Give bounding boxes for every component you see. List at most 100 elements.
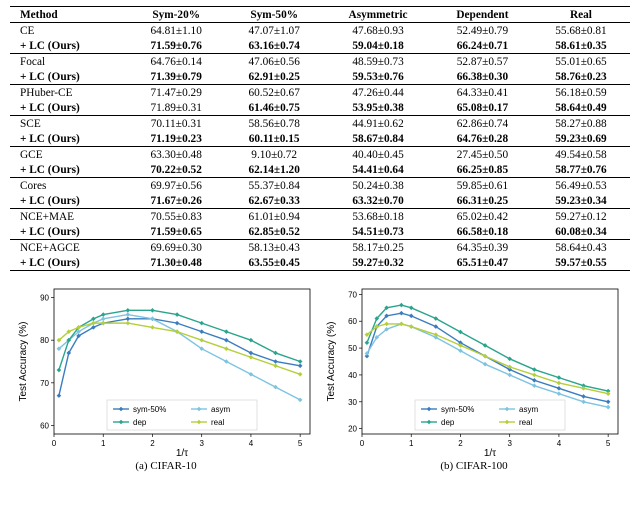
- figure-a: 012345607080901/τTest Accuracy (%)sym-50…: [16, 283, 316, 472]
- method-cell: + LC (Ours): [10, 69, 127, 85]
- value-cell: 40.40±0.45: [323, 147, 433, 163]
- method-cell: + LC (Ours): [10, 193, 127, 209]
- value-cell: 56.49±0.53: [532, 178, 630, 194]
- value-cell: 71.47±0.29: [127, 85, 225, 101]
- method-cell: + LC (Ours): [10, 162, 127, 178]
- svg-text:3: 3: [507, 439, 512, 448]
- chart-a: 012345607080901/τTest Accuracy (%)sym-50…: [16, 283, 316, 458]
- svg-text:30: 30: [348, 398, 357, 407]
- method-cell: PHuber-CE: [10, 85, 127, 101]
- value-cell: 66.58±0.18: [433, 224, 532, 240]
- method-cell: + LC (Ours): [10, 38, 127, 54]
- value-cell: 58.13±0.43: [225, 240, 323, 256]
- value-cell: 66.38±0.30: [433, 69, 532, 85]
- value-cell: 66.24±0.71: [433, 38, 532, 54]
- svg-text:70: 70: [348, 290, 357, 299]
- method-cell: NCE+MAE: [10, 209, 127, 225]
- method-cell: CE: [10, 23, 127, 39]
- results-table: Method Sym-20% Sym-50% Asymmetric Depend…: [10, 6, 630, 271]
- value-cell: 50.24±0.38: [323, 178, 433, 194]
- svg-text:Test Accuracy (%): Test Accuracy (%): [326, 321, 337, 401]
- col-sym20: Sym-20%: [127, 7, 225, 23]
- value-cell: 59.23±0.69: [532, 131, 630, 147]
- value-cell: 58.67±0.84: [323, 131, 433, 147]
- value-cell: 60.08±0.34: [532, 224, 630, 240]
- value-cell: 60.52±0.67: [225, 85, 323, 101]
- svg-text:4: 4: [249, 439, 254, 448]
- value-cell: 58.64±0.49: [532, 100, 630, 116]
- svg-text:0: 0: [52, 439, 57, 448]
- value-cell: 52.87±0.57: [433, 54, 532, 70]
- col-real: Real: [532, 7, 630, 23]
- value-cell: 59.23±0.34: [532, 193, 630, 209]
- value-cell: 49.54±0.58: [532, 147, 630, 163]
- value-cell: 55.01±0.65: [532, 54, 630, 70]
- value-cell: 59.04±0.18: [323, 38, 433, 54]
- value-cell: 59.85±0.61: [433, 178, 532, 194]
- svg-text:1/τ: 1/τ: [484, 448, 496, 458]
- caption-a: (a) CIFAR-10: [135, 460, 196, 472]
- value-cell: 64.81±1.10: [127, 23, 225, 39]
- svg-text:Test Accuracy (%): Test Accuracy (%): [18, 321, 29, 401]
- method-cell: + LC (Ours): [10, 100, 127, 116]
- method-cell: GCE: [10, 147, 127, 163]
- value-cell: 58.64±0.43: [532, 240, 630, 256]
- value-cell: 71.59±0.65: [127, 224, 225, 240]
- chart-b: 0123452030405060701/τTest Accuracy (%)sy…: [324, 283, 624, 458]
- value-cell: 58.56±0.78: [225, 116, 323, 132]
- svg-text:real: real: [211, 418, 225, 427]
- value-cell: 61.01±0.94: [225, 209, 323, 225]
- svg-text:sym-50%: sym-50%: [133, 405, 166, 414]
- value-cell: 58.17±0.25: [323, 240, 433, 256]
- value-cell: 59.27±0.12: [532, 209, 630, 225]
- value-cell: 55.37±0.84: [225, 178, 323, 194]
- svg-text:asym: asym: [519, 405, 538, 414]
- value-cell: 61.46±0.75: [225, 100, 323, 116]
- svg-text:1: 1: [409, 439, 414, 448]
- svg-text:60: 60: [348, 317, 357, 326]
- value-cell: 60.11±0.15: [225, 131, 323, 147]
- value-cell: 62.67±0.33: [225, 193, 323, 209]
- value-cell: 63.32±0.70: [323, 193, 433, 209]
- method-cell: + LC (Ours): [10, 224, 127, 240]
- value-cell: 71.39±0.79: [127, 69, 225, 85]
- value-cell: 47.07±1.07: [225, 23, 323, 39]
- value-cell: 64.35±0.39: [433, 240, 532, 256]
- svg-text:80: 80: [40, 336, 49, 345]
- value-cell: 71.59±0.76: [127, 38, 225, 54]
- value-cell: 65.02±0.42: [433, 209, 532, 225]
- value-cell: 70.11±0.31: [127, 116, 225, 132]
- svg-text:sym-50%: sym-50%: [441, 405, 474, 414]
- value-cell: 58.61±0.35: [532, 38, 630, 54]
- value-cell: 47.68±0.93: [323, 23, 433, 39]
- value-cell: 53.95±0.38: [323, 100, 433, 116]
- value-cell: 71.19±0.23: [127, 131, 225, 147]
- svg-text:5: 5: [606, 439, 611, 448]
- value-cell: 64.76±0.28: [433, 131, 532, 147]
- value-cell: 47.06±0.56: [225, 54, 323, 70]
- value-cell: 44.91±0.62: [323, 116, 433, 132]
- value-cell: 58.27±0.88: [532, 116, 630, 132]
- svg-text:40: 40: [348, 371, 357, 380]
- svg-text:90: 90: [40, 294, 49, 303]
- col-sym50: Sym-50%: [225, 7, 323, 23]
- svg-text:1: 1: [101, 439, 106, 448]
- caption-b: (b) CIFAR-100: [440, 460, 507, 472]
- svg-text:5: 5: [298, 439, 303, 448]
- svg-text:3: 3: [199, 439, 204, 448]
- value-cell: 66.25±0.85: [433, 162, 532, 178]
- value-cell: 27.45±0.50: [433, 147, 532, 163]
- col-method: Method: [10, 7, 127, 23]
- svg-text:1/τ: 1/τ: [176, 448, 188, 458]
- figure-b: 0123452030405060701/τTest Accuracy (%)sy…: [324, 283, 624, 472]
- value-cell: 66.31±0.25: [433, 193, 532, 209]
- figures-row: 012345607080901/τTest Accuracy (%)sym-50…: [10, 283, 630, 472]
- value-cell: 71.89±0.31: [127, 100, 225, 116]
- value-cell: 54.51±0.73: [323, 224, 433, 240]
- svg-text:60: 60: [40, 421, 49, 430]
- value-cell: 63.55±0.45: [225, 255, 323, 271]
- svg-text:0: 0: [360, 439, 365, 448]
- value-cell: 59.57±0.55: [532, 255, 630, 271]
- value-cell: 54.41±0.64: [323, 162, 433, 178]
- value-cell: 71.30±0.48: [127, 255, 225, 271]
